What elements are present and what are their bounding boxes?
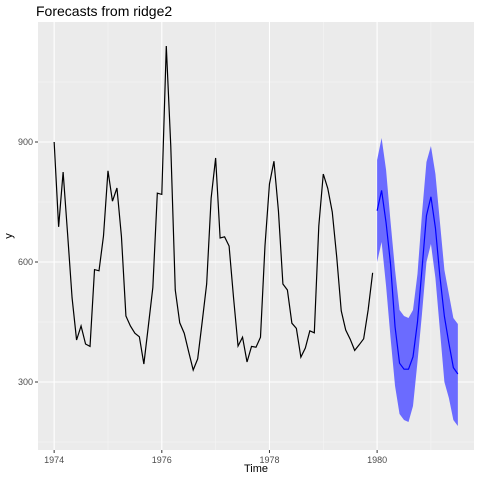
x-tick-label: 1974 bbox=[44, 455, 64, 465]
y-tick-label: 300 bbox=[18, 377, 33, 387]
y-tick-label: 900 bbox=[18, 137, 33, 147]
major-gridlines bbox=[38, 22, 474, 450]
y-axis-ticks: 300 600 900 bbox=[18, 137, 38, 387]
y-axis-label: y bbox=[3, 233, 15, 239]
x-tick-label: 1980 bbox=[367, 455, 387, 465]
x-tick-label: 1978 bbox=[259, 455, 279, 465]
y-tick-label: 600 bbox=[18, 257, 33, 267]
historical-series-line bbox=[53, 45, 374, 372]
x-axis-label: Time bbox=[244, 463, 268, 475]
minor-gridlines bbox=[38, 22, 474, 450]
prediction-interval-band bbox=[377, 138, 458, 426]
x-tick-label: 1976 bbox=[152, 455, 172, 465]
x-axis-ticks: 1974 1976 1978 1980 bbox=[44, 450, 387, 465]
chart-title: Forecasts from ridge2 bbox=[36, 3, 172, 19]
forecast-mean-line bbox=[376, 190, 459, 375]
